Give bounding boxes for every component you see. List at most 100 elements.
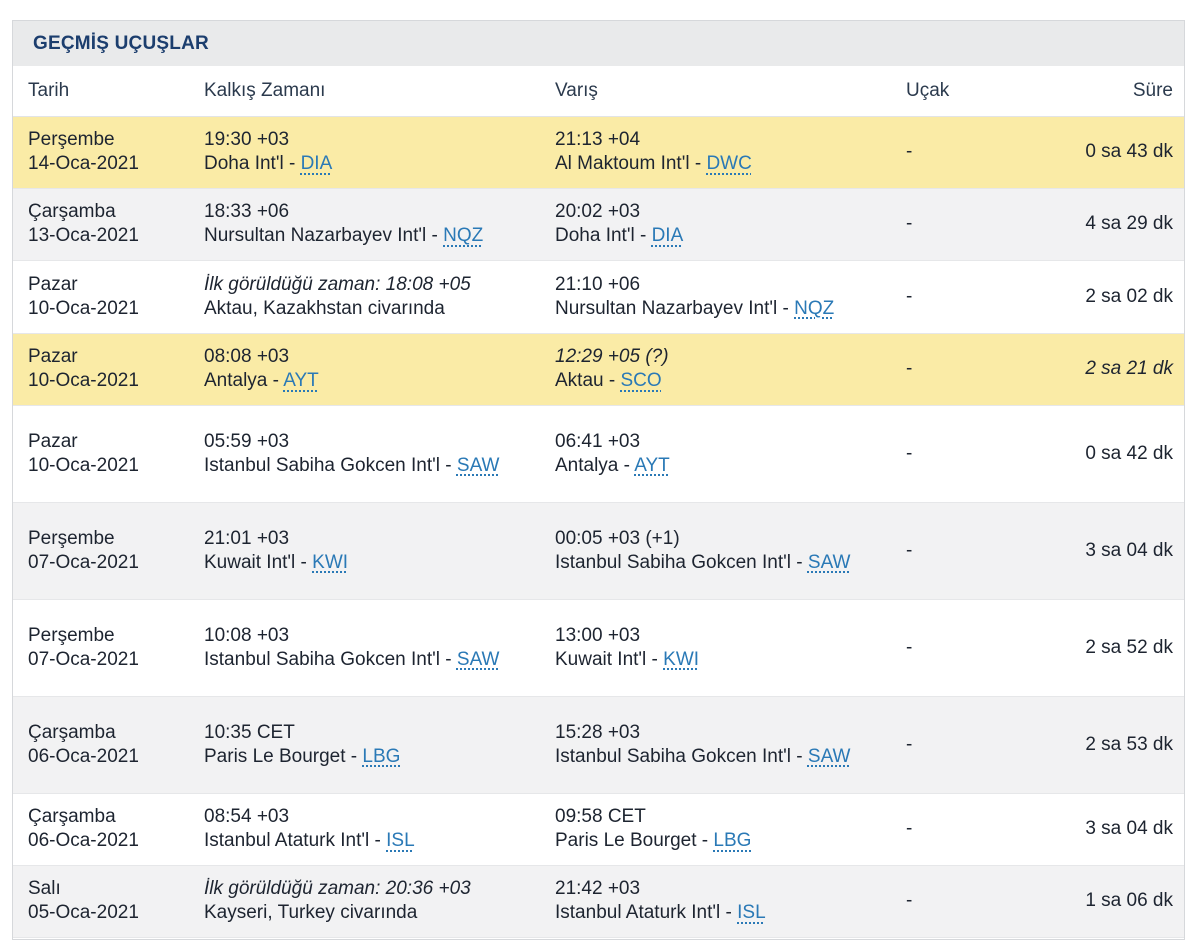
arrival-separator: - <box>791 551 808 573</box>
arrival-separator: - <box>634 225 652 246</box>
departure-airport-name: Istanbul Ataturk Int'l <box>204 830 370 851</box>
arrival-location: Istanbul Sabiha Gokcen Int'l - SAW <box>555 745 891 769</box>
departure-airport-name: Kuwait Int'l <box>204 551 296 573</box>
departure-cell: 08:08 +03 Antalya - AYT <box>189 333 540 406</box>
departure-time: 10:08 +03 <box>204 624 290 646</box>
departure-separator: - <box>440 454 457 476</box>
departure-airport-name: Paris Le Bourget <box>204 745 346 767</box>
table-row[interactable]: Perşembe 14-Oca-2021 19:30 +03 Doha Int'l -… <box>13 116 1184 189</box>
table-row[interactable]: Salı 05-Oca-2021 İlk görüldüğü zaman: 20:3… <box>13 865 1184 938</box>
table-row[interactable]: Çarşamba 06-Oca-2021 08:54 +03 Istanbul Ata… <box>13 793 1184 866</box>
aircraft-cell: - <box>891 116 1021 189</box>
arrival-airport-name: Istanbul Sabiha Gokcen Int'l <box>555 745 791 767</box>
departure-cell: 10:35 CET Paris Le Bourget - LBG <box>189 696 540 794</box>
departure-airport-name: Kayseri, Turkey civarında <box>204 902 418 923</box>
departure-airport-name: Antalya <box>204 370 268 391</box>
departure-cell: 18:33 +06 Nursultan Nazarbayev Int'l - NQ… <box>189 188 540 261</box>
departure-time: 18:33 +06 <box>204 201 290 222</box>
arrival-location: Paris Le Bourget - LBG <box>555 829 891 853</box>
arrival-cell: 15:28 +03 Istanbul Sabiha Gokcen Int'l - … <box>540 696 891 794</box>
table-row[interactable]: Çarşamba 06-Oca-2021 10:35 CET Paris Le Bou… <box>13 696 1184 794</box>
departure-time: 08:08 +03 <box>204 346 290 367</box>
departure-separator: - <box>369 830 387 851</box>
departure-airport-code-link[interactable]: NQZ <box>443 225 484 246</box>
flight-date: 13-Oca-2021 <box>28 225 139 246</box>
aircraft-cell: - <box>891 865 1021 938</box>
departure-airport-code-link[interactable]: LBG <box>362 745 401 767</box>
arrival-airport-name: Nursultan Nazarbayev Int'l <box>555 297 778 319</box>
arrival-airport-code-link[interactable]: SCO <box>620 370 662 391</box>
arrival-separator: - <box>689 153 707 174</box>
table-row[interactable]: Çarşamba 13-Oca-2021 18:33 +06 Nursultan Na… <box>13 188 1184 261</box>
departure-cell: 21:01 +03 Kuwait Int'l - KWI <box>189 502 540 600</box>
weekday: Perşembe <box>28 527 115 549</box>
departure-airport-code-link[interactable]: ISL <box>386 830 415 851</box>
arrival-airport-name: Doha Int'l <box>555 225 635 246</box>
arrival-cell: 13:00 +03 Kuwait Int'l - KWI <box>540 599 891 697</box>
past-flights-panel: GEÇMİŞ UÇUŞLAR Tarih Kalkış Zamanı Varış… <box>12 20 1185 940</box>
departure-time: 19:30 +03 <box>204 129 290 150</box>
arrival-airport-name: Aktau <box>555 370 604 391</box>
arrival-separator: - <box>696 830 714 851</box>
weekday: Salı <box>28 878 61 899</box>
departure-time: 10:35 CET <box>204 721 295 743</box>
flight-date: 06-Oca-2021 <box>28 830 139 851</box>
weekday: Çarşamba <box>28 806 116 827</box>
arrival-separator: - <box>646 648 664 670</box>
departure-location: Kayseri, Turkey civarında <box>204 901 540 925</box>
table-row[interactable]: Pazar 10-Oca-2021 05:59 +03 Istanbul Sabiha… <box>13 405 1184 503</box>
duration-cell: 2 sa 52 dk <box>1021 599 1184 697</box>
arrival-location: Nursultan Nazarbayev Int'l - NQZ <box>555 297 891 321</box>
column-header-duration: Süre <box>1021 66 1184 117</box>
departure-airport-code-link[interactable]: DIA <box>300 153 333 174</box>
arrival-cell: 21:10 +06 Nursultan Nazarbayev Int'l - NQ… <box>540 260 891 334</box>
departure-airport-code-link[interactable]: KWI <box>312 551 349 573</box>
flight-date: 06-Oca-2021 <box>28 745 139 767</box>
arrival-airport-code-link[interactable]: DIA <box>651 225 684 246</box>
duration-cell: 1 sa 06 dk <box>1021 865 1184 938</box>
table-row[interactable]: Pazar 10-Oca-2021 İlk görüldüğü zaman: 18:… <box>13 260 1184 334</box>
arrival-cell: 09:58 CET Paris Le Bourget - LBG <box>540 793 891 866</box>
flights-table-body: Perşembe 14-Oca-2021 19:30 +03 Doha Int'l -… <box>13 116 1184 938</box>
arrival-cell: 12:29 +05 (?) Aktau - SCO <box>540 333 891 406</box>
table-row[interactable]: Pazar 10-Oca-2021 08:08 +03 Antalya - AYT 12… <box>13 333 1184 406</box>
arrival-airport-code-link[interactable]: ISL <box>737 902 766 923</box>
arrival-location: Aktau - SCO <box>555 369 891 393</box>
column-header-aircraft: Uçak <box>891 66 1021 117</box>
panel-title: GEÇMİŞ UÇUŞLAR <box>33 32 209 54</box>
departure-location: Istanbul Sabiha Gokcen Int'l - SAW <box>204 648 540 672</box>
arrival-airport-code-link[interactable]: NQZ <box>794 297 835 319</box>
departure-location: Paris Le Bourget - LBG <box>204 745 540 769</box>
arrival-airport-code-link[interactable]: DWC <box>706 153 752 174</box>
arrival-separator: - <box>791 745 808 767</box>
departure-location: Nursultan Nazarbayev Int'l - NQZ <box>204 224 540 248</box>
aircraft-cell: - <box>891 333 1021 406</box>
arrival-airport-code-link[interactable]: LBG <box>713 830 752 851</box>
arrival-cell: 21:42 +03 Istanbul Ataturk Int'l - ISL <box>540 865 891 938</box>
weekday: Perşembe <box>28 129 115 150</box>
arrival-time: 21:42 +03 <box>555 878 641 899</box>
aircraft-cell: - <box>891 793 1021 866</box>
departure-separator: - <box>345 745 363 767</box>
departure-cell: 19:30 +03 Doha Int'l - DIA <box>189 116 540 189</box>
departure-location: Aktau, Kazakhstan civarında <box>204 297 540 321</box>
arrival-airport-code-link[interactable]: AYT <box>634 454 670 476</box>
arrival-airport-code-link[interactable]: SAW <box>807 551 851 573</box>
weekday: Perşembe <box>28 624 115 646</box>
table-row[interactable]: Perşembe 07-Oca-2021 21:01 +03 Kuwait Int'l… <box>13 502 1184 600</box>
departure-airport-code-link[interactable]: AYT <box>283 370 319 391</box>
flight-date: 07-Oca-2021 <box>28 648 139 670</box>
departure-airport-code-link[interactable]: SAW <box>456 454 500 476</box>
departure-separator: - <box>295 551 313 573</box>
departure-separator: - <box>267 370 284 391</box>
table-row[interactable]: Perşembe 07-Oca-2021 10:08 +03 Istanbul Sab… <box>13 599 1184 697</box>
arrival-airport-code-link[interactable]: KWI <box>663 648 700 670</box>
arrival-location: Istanbul Ataturk Int'l - ISL <box>555 901 891 925</box>
departure-airport-code-link[interactable]: SAW <box>456 648 500 670</box>
arrival-location: Al Maktoum Int'l - DWC <box>555 152 891 176</box>
arrival-airport-name: Antalya <box>555 454 619 476</box>
duration-cell: 2 sa 02 dk <box>1021 260 1184 334</box>
arrival-airport-code-link[interactable]: SAW <box>807 745 851 767</box>
arrival-time: 09:58 CET <box>555 806 646 827</box>
departure-time: 05:59 +03 <box>204 430 290 452</box>
